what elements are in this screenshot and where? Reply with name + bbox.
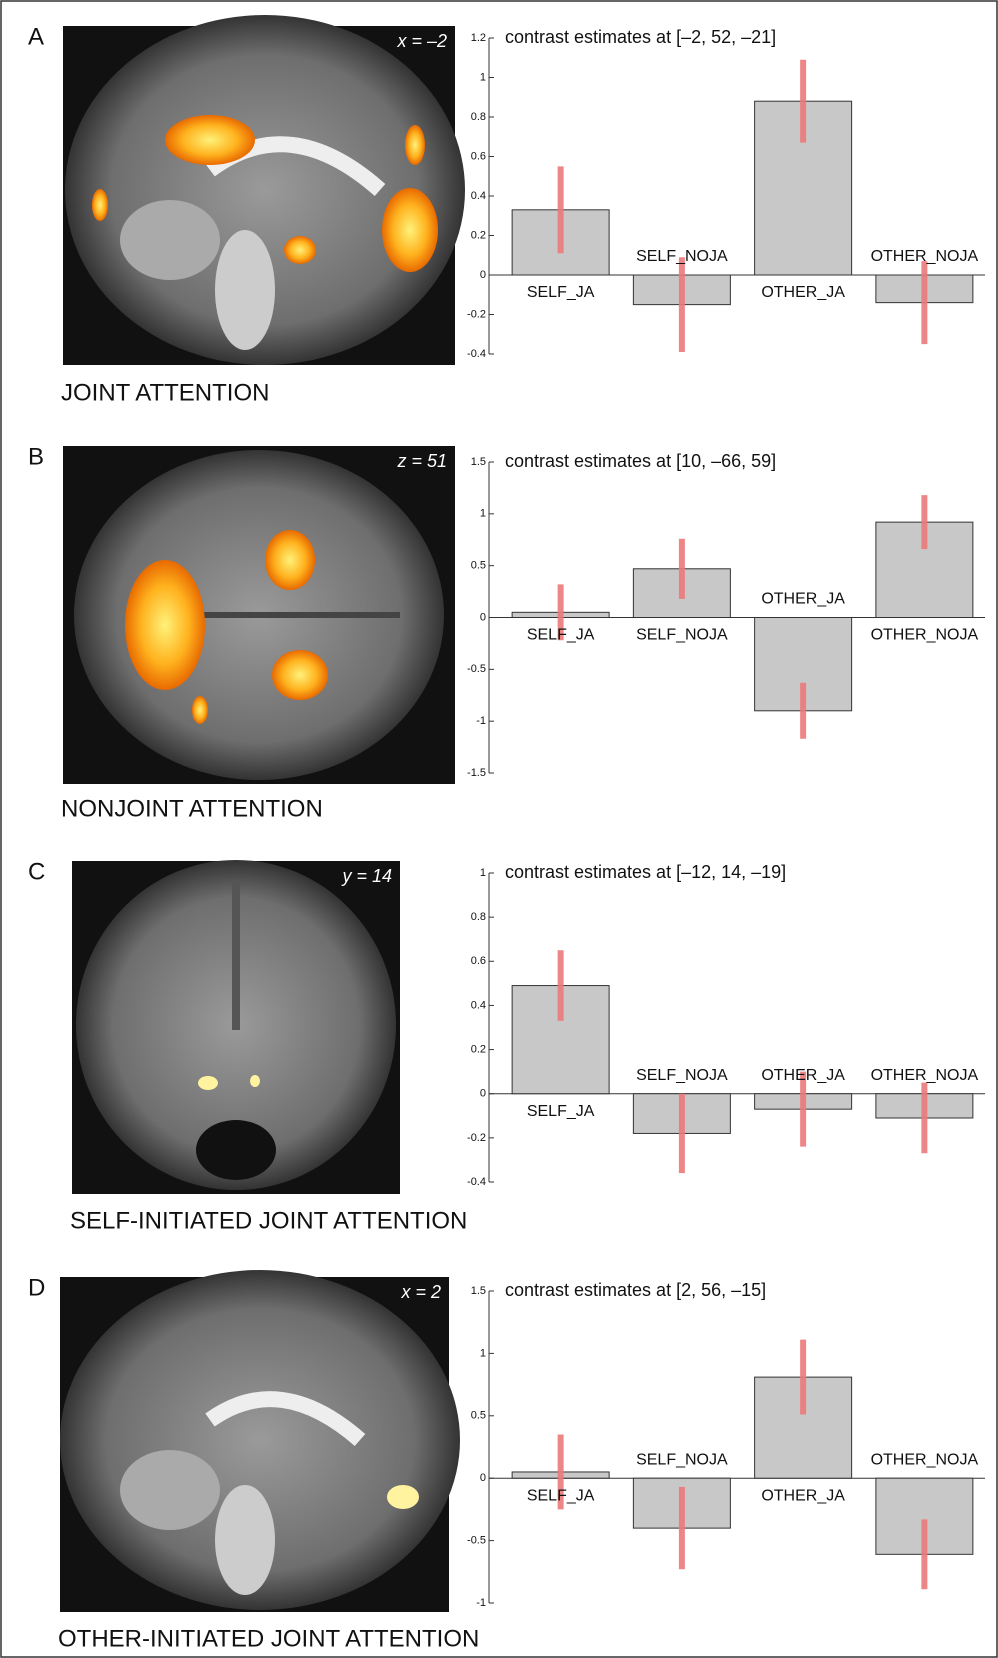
y-tick-label: 0 [480, 611, 486, 623]
x-tick-label: SELF_JA [527, 284, 595, 301]
y-tick-label: 0.6 [471, 150, 486, 162]
x-tick-label: OTHER_JA [761, 284, 845, 301]
x-tick-label: SELF_NOJA [636, 248, 728, 265]
y-tick-label: 0.2 [471, 1043, 486, 1055]
image-label: JOINT ATTENTION [61, 379, 269, 406]
y-tick-label: -0.5 [467, 1535, 486, 1547]
y-tick-label: -0.5 [467, 663, 486, 675]
y-tick-label: 1 [480, 508, 486, 520]
slice-label: x = –2 [396, 31, 447, 51]
chart-title: contrast estimates at [–12, 14, –19] [505, 862, 786, 882]
y-tick-label: -0.2 [467, 1132, 486, 1144]
x-tick-label: OTHER_NOJA [871, 1067, 979, 1084]
y-tick-label: -1.5 [467, 767, 486, 779]
y-tick-label: 0.2 [471, 229, 486, 241]
y-tick-label: 1.2 [471, 32, 486, 44]
y-tick-label: 0.5 [471, 560, 486, 572]
figure: Ax = –2 JOINT ATTENTION contrast estimates… [0, 0, 998, 1658]
x-tick-label: OTHER_JA [761, 1067, 845, 1084]
y-tick-label: -0.4 [467, 1176, 486, 1188]
x-tick-label: SELF_JA [527, 627, 595, 644]
x-tick-label: SELF_JA [527, 1103, 595, 1120]
brain-image [63, 446, 455, 784]
y-tick-label: 0.8 [471, 111, 486, 123]
y-tick-label: 0.8 [471, 911, 486, 923]
y-tick-label: -1 [476, 715, 486, 727]
y-tick-label: 1 [480, 867, 486, 879]
x-tick-label: SELF_NOJA [636, 627, 728, 644]
x-tick-label: OTHER_NOJA [871, 1451, 979, 1468]
y-tick-label: 0.4 [471, 190, 486, 202]
x-tick-label: SELF_NOJA [636, 1067, 728, 1084]
chart-title: contrast estimates at [–2, 52, –21] [505, 27, 776, 47]
y-tick-label: 1.5 [471, 1285, 486, 1297]
y-tick-label: 1 [480, 1347, 486, 1359]
y-tick-label: 1.5 [471, 456, 486, 468]
y-tick-label: 1 [480, 71, 486, 83]
y-tick-label: 0.5 [471, 1410, 486, 1422]
y-tick-label: -0.4 [467, 348, 486, 360]
y-tick-label: 0 [480, 1472, 486, 1484]
y-tick-label: -0.2 [467, 308, 486, 320]
brain-image [63, 15, 465, 365]
y-tick-label: 0 [480, 1088, 486, 1100]
chart-title: contrast estimates at [10, –66, 59] [505, 451, 776, 471]
brain-image [60, 1270, 460, 1612]
panel-letter: B [28, 443, 44, 470]
panel-letter: A [28, 23, 44, 50]
image-label: OTHER-INITIATED JOINT ATTENTION [58, 1625, 479, 1652]
x-tick-label: OTHER_JA [761, 591, 845, 608]
y-tick-label: 0 [480, 269, 486, 281]
slice-label: z = 51 [396, 451, 447, 471]
image-label: SELF-INITIATED JOINT ATTENTION [70, 1207, 467, 1234]
y-tick-label: 0.6 [471, 955, 486, 967]
brain-image [72, 860, 400, 1194]
y-tick-label: 0.4 [471, 999, 486, 1011]
slice-label: y = 14 [340, 866, 392, 886]
y-tick-label: -1 [476, 1597, 486, 1609]
panel-letter: D [28, 1274, 45, 1301]
x-tick-label: SELF_JA [527, 1487, 595, 1504]
panel-letter: C [28, 858, 45, 885]
image-label: NONJOINT ATTENTION [61, 795, 323, 822]
x-tick-label: OTHER_NOJA [871, 627, 979, 644]
x-tick-label: SELF_NOJA [636, 1451, 728, 1468]
x-tick-label: OTHER_JA [761, 1487, 845, 1504]
slice-label: x = 2 [400, 1282, 441, 1302]
x-tick-label: OTHER_NOJA [871, 248, 979, 265]
chart-title: contrast estimates at [2, 56, –15] [505, 1280, 766, 1300]
